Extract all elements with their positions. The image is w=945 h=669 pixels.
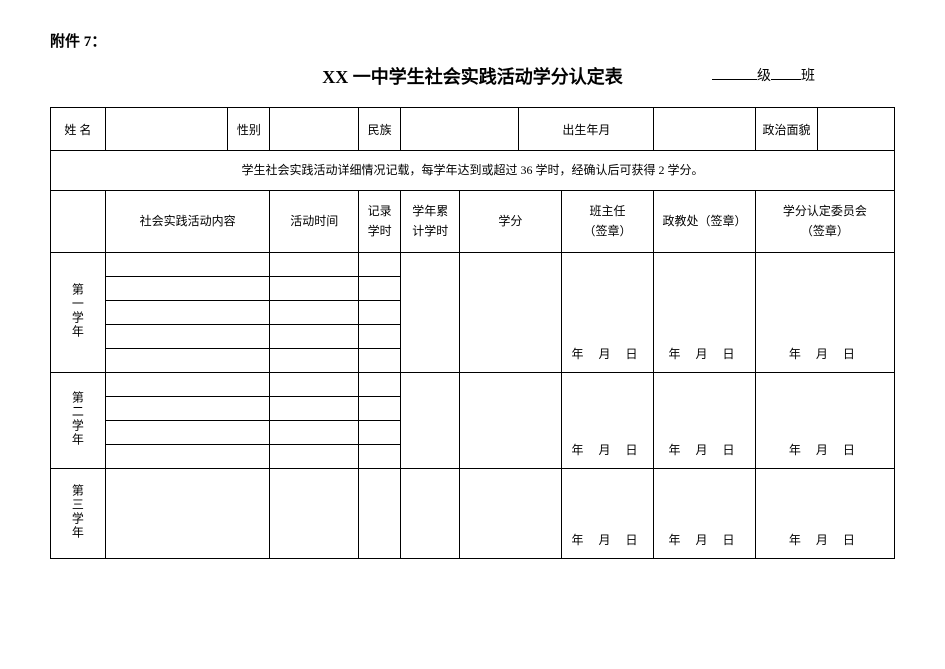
y1-hours-1 (359, 253, 401, 277)
name-value (105, 108, 227, 151)
y1-time-3 (270, 301, 359, 325)
y1-hours-2 (359, 277, 401, 301)
title-row: XX 一中学生社会实践活动学分认定表 级班 (50, 63, 895, 89)
credit-form-table: 姓 名 性别 民族 出生年月 政治面貌 学生社会实践活动详细情况记载，每学年达到… (50, 107, 895, 559)
activity-content-header: 社会实践活动内容 (105, 191, 270, 253)
political-value (818, 108, 894, 150)
y1-credit (460, 253, 561, 373)
y1-time-5 (270, 349, 359, 373)
grade-blank (712, 66, 757, 80)
y2-committee-sign: 年 月 日 (755, 373, 894, 469)
office-sign-header: 政教处（签章） (654, 191, 755, 253)
gender-value (270, 108, 359, 151)
y2-time-4 (270, 445, 359, 469)
birth-value (654, 108, 755, 151)
year1-label: 第一学年 (51, 253, 106, 373)
y2-activity-1 (105, 373, 270, 397)
y3-cumulative (401, 469, 460, 559)
ethnicity-label: 民族 (359, 108, 401, 151)
y3-time (270, 469, 359, 559)
political-label: 政治面貌 (756, 108, 818, 150)
y2-hours-1 (359, 373, 401, 397)
activity-time-header: 活动时间 (270, 191, 359, 253)
y2-credit (460, 373, 561, 469)
year2-row: 第二学年 年 月 日 年 月 日 年 月 日 (51, 373, 895, 397)
birth-label: 出生年月 (519, 108, 654, 151)
y3-activity (105, 469, 270, 559)
y2-cumulative (401, 373, 460, 469)
y1-activity-5 (105, 349, 270, 373)
name-label: 姓 名 (51, 108, 106, 151)
y1-activity-4 (105, 325, 270, 349)
year-header-blank (51, 191, 106, 253)
y2-time-2 (270, 397, 359, 421)
y2-time-3 (270, 421, 359, 445)
year1-row: 第一学年 年 月 日 年 月 日 年 月 日 (51, 253, 895, 277)
attachment-label: 附件 7： (50, 30, 895, 51)
y1-office-sign: 年 月 日 (654, 253, 755, 373)
committee-sign-header: 学分认定委员会 （签章） (755, 191, 894, 253)
y1-hours-4 (359, 325, 401, 349)
y1-time-4 (270, 325, 359, 349)
political-label-value: 政治面貌 (755, 108, 894, 151)
class-info: 级班 (712, 65, 815, 85)
class-blank (771, 66, 801, 80)
instruction-text: 学生社会实践活动详细情况记载，每学年达到或超过 36 学时，经确认后可获得 2 … (51, 151, 895, 191)
form-title: XX 一中学生社会实践活动学分认定表 (322, 63, 623, 89)
y2-hours-4 (359, 445, 401, 469)
year3-label: 第三学年 (51, 469, 106, 559)
instruction-row: 学生社会实践活动详细情况记载，每学年达到或超过 36 学时，经确认后可获得 2 … (51, 151, 895, 191)
y3-credit (460, 469, 561, 559)
y2-activity-3 (105, 421, 270, 445)
cumulative-hours-header: 学年累 计学时 (401, 191, 460, 253)
y1-activity-3 (105, 301, 270, 325)
y1-activity-1 (105, 253, 270, 277)
y1-activity-2 (105, 277, 270, 301)
y1-hours-3 (359, 301, 401, 325)
y3-hours (359, 469, 401, 559)
gender-label: 性别 (228, 108, 270, 151)
y1-time-2 (270, 277, 359, 301)
y1-committee-sign: 年 月 日 (755, 253, 894, 373)
homeroom-sign-header: 班主任 （签章） (561, 191, 654, 253)
class-label: 班 (801, 69, 815, 84)
y2-homeroom-sign: 年 月 日 (561, 373, 654, 469)
column-headers-row: 社会实践活动内容 活动时间 记录 学时 学年累 计学时 学分 班主任 （签章） … (51, 191, 895, 253)
grade-label: 级 (757, 69, 771, 84)
y1-hours-5 (359, 349, 401, 373)
y2-activity-2 (105, 397, 270, 421)
y1-time-1 (270, 253, 359, 277)
y3-committee-sign: 年 月 日 (755, 469, 894, 559)
record-hours-header: 记录 学时 (359, 191, 401, 253)
y3-office-sign: 年 月 日 (654, 469, 755, 559)
y2-hours-3 (359, 421, 401, 445)
year2-label: 第二学年 (51, 373, 106, 469)
y1-cumulative (401, 253, 460, 373)
y1-homeroom-sign: 年 月 日 (561, 253, 654, 373)
y2-hours-2 (359, 397, 401, 421)
student-info-row: 姓 名 性别 民族 出生年月 政治面貌 (51, 108, 895, 151)
ethnicity-value (401, 108, 519, 151)
y2-office-sign: 年 月 日 (654, 373, 755, 469)
y2-time-1 (270, 373, 359, 397)
y3-homeroom-sign: 年 月 日 (561, 469, 654, 559)
y2-activity-4 (105, 445, 270, 469)
year3-row: 第三学年 年 月 日 年 月 日 年 月 日 (51, 469, 895, 559)
credit-header: 学分 (460, 191, 561, 253)
